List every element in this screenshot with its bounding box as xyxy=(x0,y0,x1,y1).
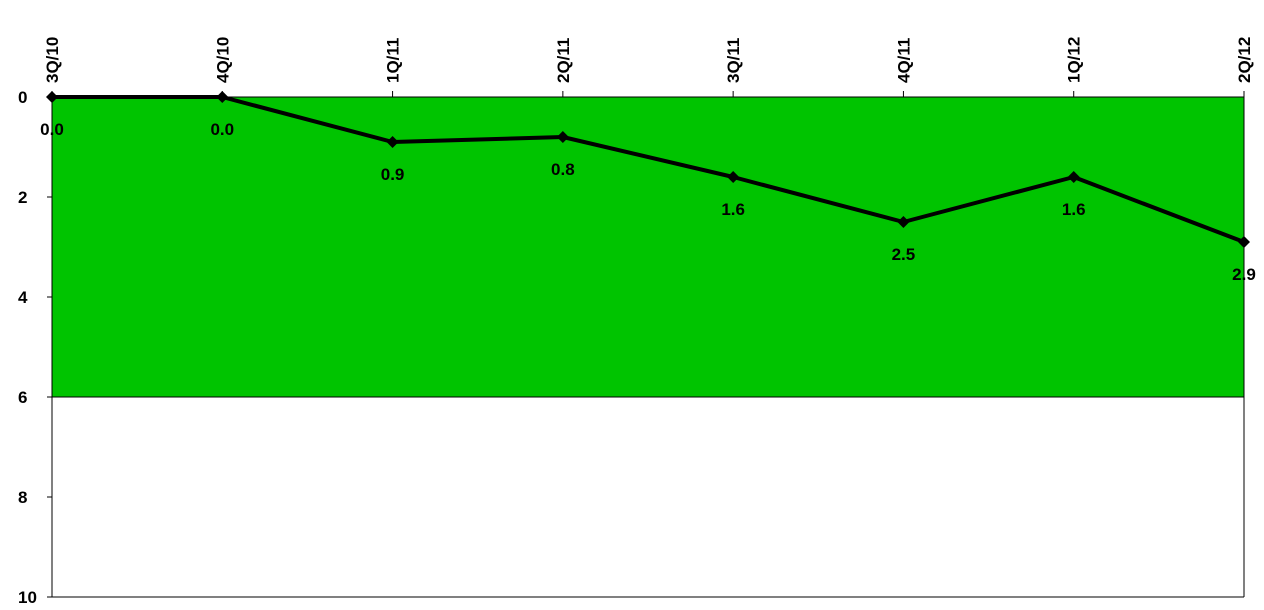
x-tick-label-group: 4Q/10 xyxy=(213,37,232,83)
data-point-marker xyxy=(46,91,58,103)
data-point-marker xyxy=(1067,171,1080,183)
band-area xyxy=(52,97,1244,397)
x-tick-label: 3Q/10 xyxy=(43,37,62,83)
data-point-marker xyxy=(1238,236,1250,248)
y-tick-label: 2 xyxy=(18,188,27,207)
x-tick-label: 4Q/10 xyxy=(213,37,232,83)
data-label: 1.6 xyxy=(721,200,745,219)
data-label: 2.9 xyxy=(1232,265,1256,284)
data-label: 0.0 xyxy=(40,120,64,139)
data-label: 0.0 xyxy=(210,120,234,139)
x-tick-label: 2Q/11 xyxy=(554,38,573,83)
x-tick-label-group: 1Q/12 xyxy=(1065,37,1084,83)
y-tick-label: 8 xyxy=(18,488,27,507)
x-tick-label: 1Q/11 xyxy=(384,38,403,83)
x-tick-label: 3Q/11 xyxy=(724,38,743,83)
x-tick-label-group: 2Q/12 xyxy=(1235,37,1254,83)
data-label: 0.9 xyxy=(381,165,405,184)
x-tick-label-group: 2Q/11 xyxy=(554,38,573,83)
data-point-marker xyxy=(386,136,399,148)
data-point-marker xyxy=(556,131,569,143)
series-line xyxy=(52,95,1245,244)
y-tick-label: 4 xyxy=(18,288,28,307)
x-tick-label-group: 3Q/11 xyxy=(724,38,743,83)
x-tick-label-group: 4Q/11 xyxy=(894,38,913,83)
y-tick-label: 0 xyxy=(18,88,27,107)
data-point-marker xyxy=(216,91,229,103)
data-point-marker xyxy=(727,171,740,183)
data-label: 1.6 xyxy=(1062,200,1086,219)
x-tick-label-group: 3Q/10 xyxy=(43,37,62,83)
x-tick-label: 1Q/12 xyxy=(1065,37,1084,83)
x-tick-label: 4Q/11 xyxy=(894,38,913,83)
y-tick-label: 10 xyxy=(18,588,37,607)
data-label: 2.5 xyxy=(892,245,916,264)
data-label: 0.8 xyxy=(551,160,575,179)
x-tick-label-group: 1Q/11 xyxy=(384,38,403,83)
y-tick-label: 6 xyxy=(18,388,27,407)
x-tick-label: 2Q/12 xyxy=(1235,37,1254,83)
data-point-marker xyxy=(897,216,910,228)
